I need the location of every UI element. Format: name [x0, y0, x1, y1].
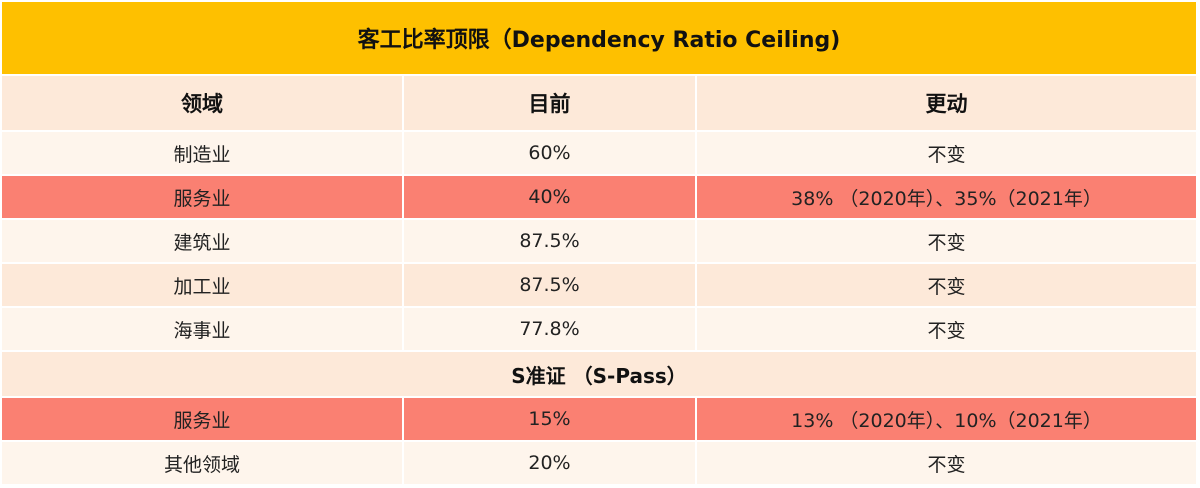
- change-cell: 38% （2020年）、35%（2021年）: [695, 176, 1196, 218]
- table-row: 海事业 77.8% 不变: [2, 308, 1196, 352]
- current-cell: 77.8%: [402, 308, 695, 350]
- header-current: 目前: [402, 76, 695, 130]
- table-row: 其他领域 20% 不变: [2, 442, 1196, 486]
- table-row: 加工业 87.5% 不变: [2, 264, 1196, 308]
- spass-section-label: S准证 （S-Pass）: [511, 363, 687, 388]
- sector-cell: 服务业: [173, 409, 231, 432]
- table-row-highlighted: 服务业 40% 38% （2020年）、35%（2021年）: [2, 176, 1196, 220]
- table-row-highlighted: 服务业 15% 13% （2020年）、10%（2021年）: [2, 398, 1196, 442]
- sector-cell: 其他领域: [163, 453, 240, 476]
- change-cell: 不变: [695, 442, 1196, 484]
- sector-cell: 建筑业: [173, 231, 231, 254]
- header-sector: 领域: [181, 92, 223, 116]
- change-cell: 不变: [695, 308, 1196, 350]
- header-change: 更动: [695, 76, 1196, 130]
- change-cell: 不变: [695, 220, 1196, 262]
- change-cell: 不变: [695, 132, 1196, 174]
- table-header-row: 领域 目前 更动: [2, 76, 1196, 132]
- sector-cell: 海事业: [173, 319, 231, 342]
- table-title: 客工比率顶限（Dependency Ratio Ceiling): [2, 2, 1196, 76]
- sector-cell: 制造业: [173, 143, 231, 166]
- table-row: 制造业 60% 不变: [2, 132, 1196, 176]
- current-cell: 15%: [402, 398, 695, 440]
- current-cell: 87.5%: [402, 264, 695, 306]
- current-cell: 40%: [402, 176, 695, 218]
- spass-section-header: S准证 （S-Pass）: [2, 352, 1196, 398]
- table-row: 建筑业 87.5% 不变: [2, 220, 1196, 264]
- change-cell: 13% （2020年）、10%（2021年）: [695, 398, 1196, 440]
- current-cell: 20%: [402, 442, 695, 484]
- current-cell: 60%: [402, 132, 695, 174]
- current-cell: 87.5%: [402, 220, 695, 262]
- sector-cell: 服务业: [173, 187, 231, 210]
- change-cell: 不变: [695, 264, 1196, 306]
- sector-cell: 加工业: [173, 275, 231, 298]
